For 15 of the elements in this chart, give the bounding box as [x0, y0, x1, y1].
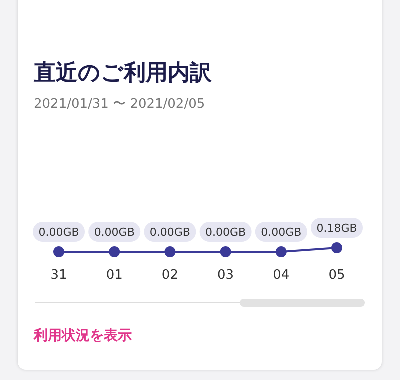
data-label: 0.00GB	[261, 226, 302, 239]
x-tick-label: 31	[50, 268, 68, 284]
data-label: 0.00GB	[38, 226, 80, 239]
data-label: 0.00GB	[94, 226, 135, 239]
text: 利用状況を表示	[34, 327, 132, 345]
x-tick-label: 01	[106, 268, 123, 284]
chart-title: 直近のご利用内訳	[34, 60, 212, 88]
x-tick-label: 03	[218, 268, 234, 284]
x-tick-label: 02	[162, 268, 178, 284]
x-tick-label: 05	[328, 268, 346, 284]
data-label: 0.18GB	[316, 222, 358, 235]
chart-subtitle: 2021/01/31 〜 2021/02/05	[34, 96, 206, 113]
data-label: 0.00GB	[206, 226, 246, 239]
data-label: 0.00GB	[150, 226, 190, 239]
x-tick-label: 04	[273, 268, 290, 284]
